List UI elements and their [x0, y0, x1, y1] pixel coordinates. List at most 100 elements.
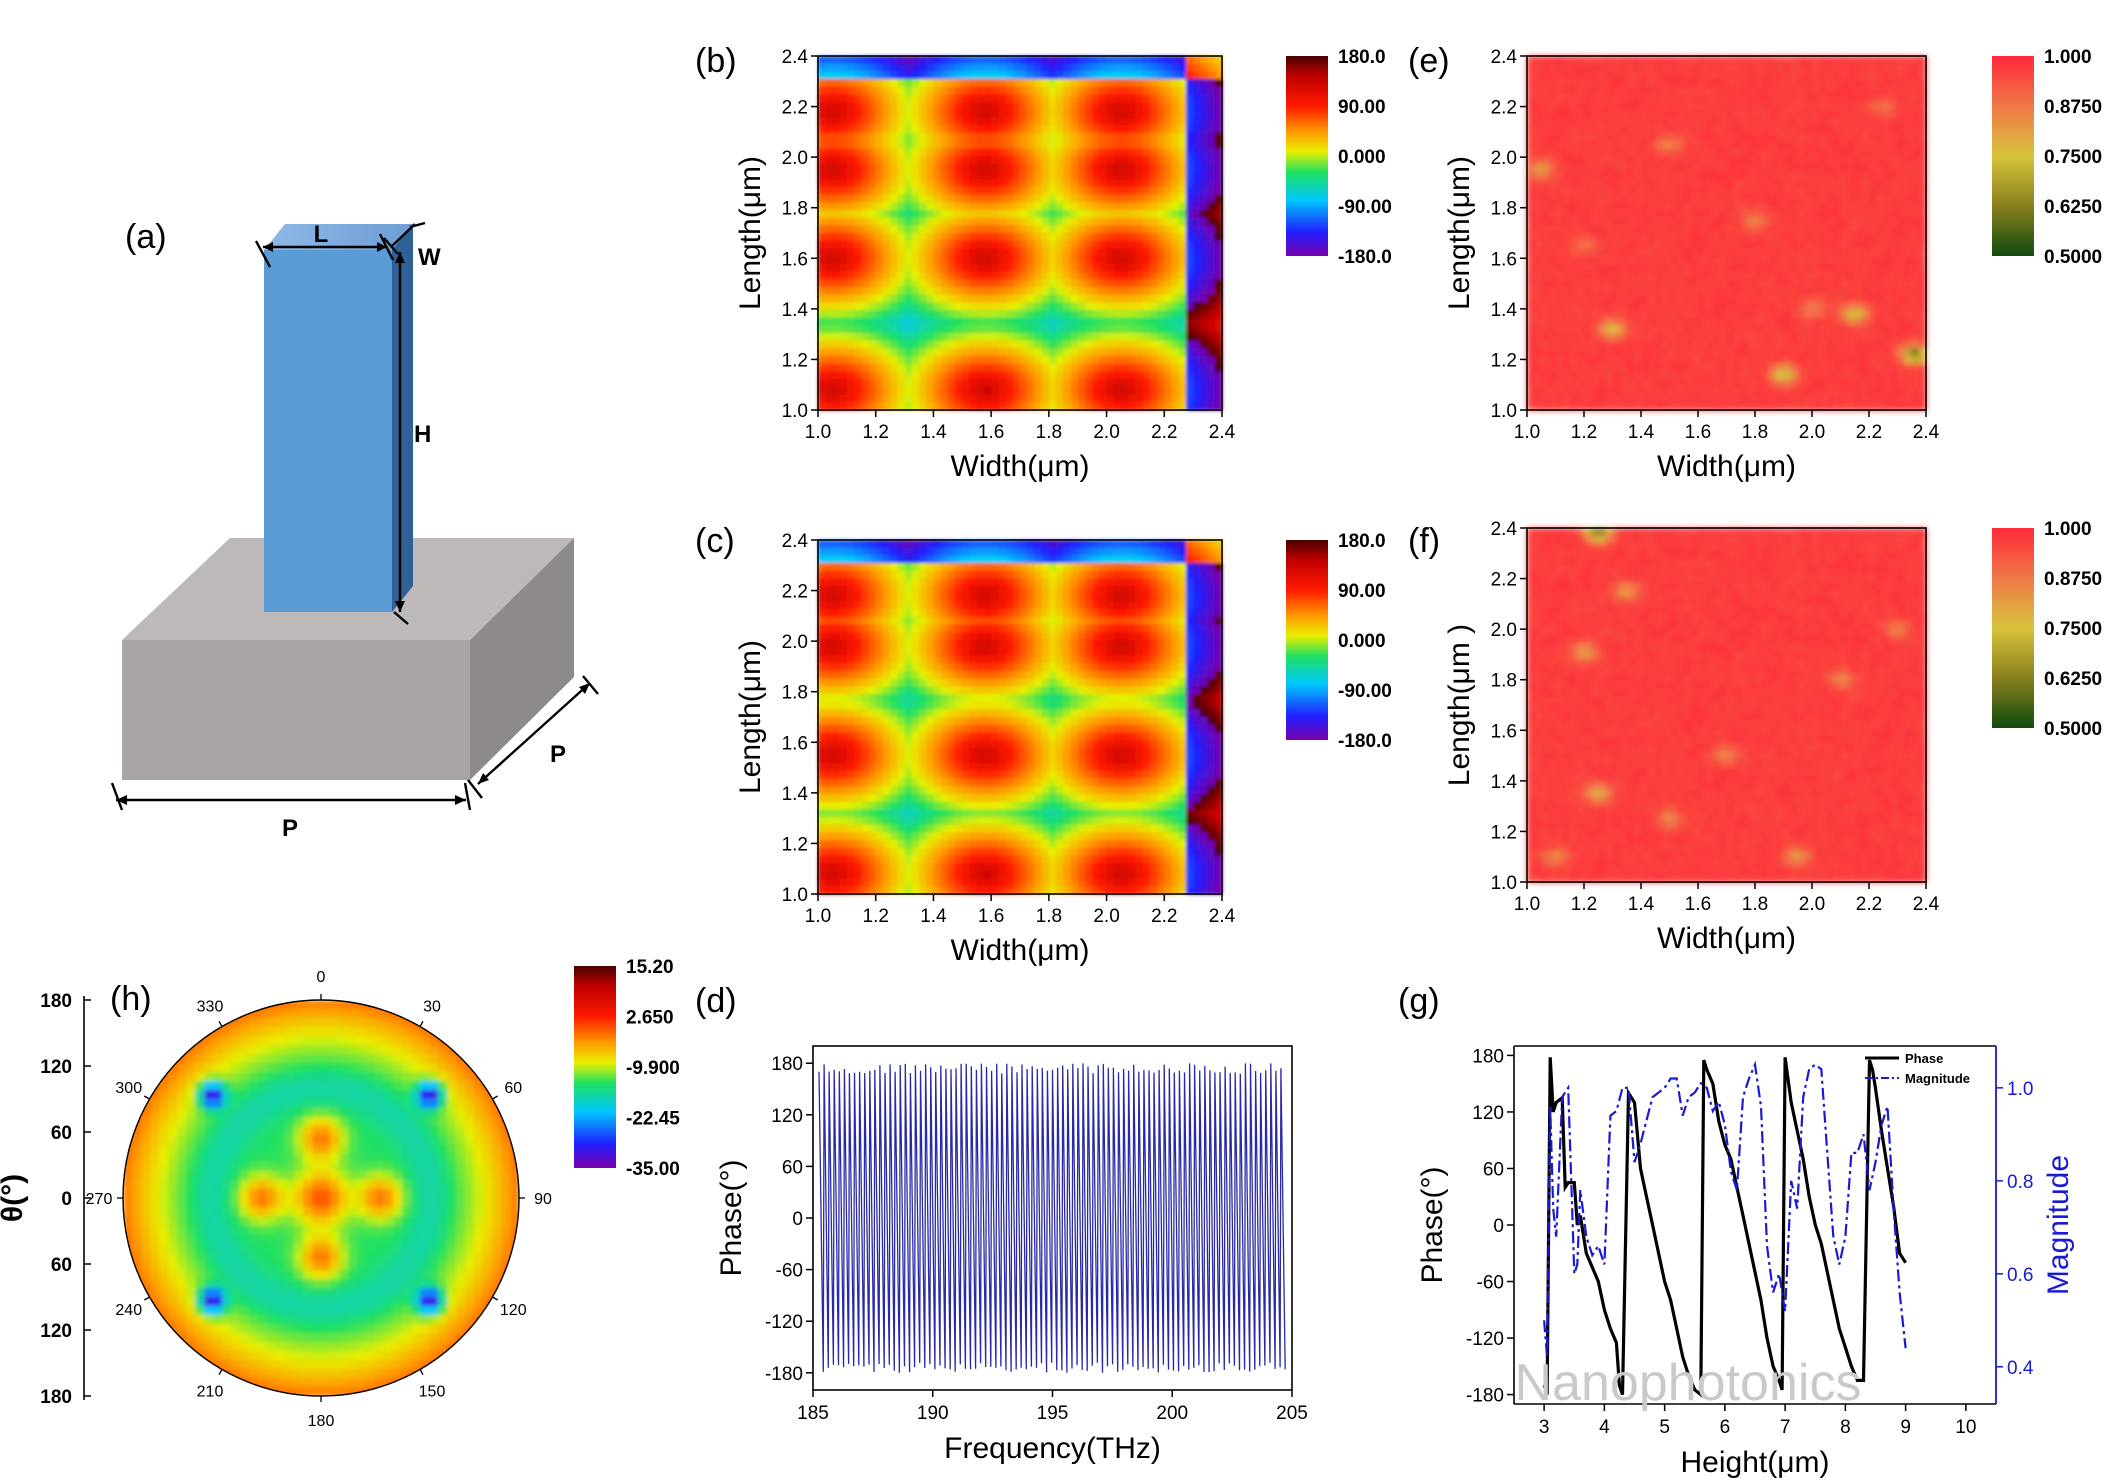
b-heatmap-cell	[1121, 140, 1129, 149]
b-heatmap-cell	[1027, 394, 1036, 403]
c-heatmap-cell	[1048, 855, 1057, 864]
c-heatmap-cell	[1092, 609, 1100, 618]
b-heatmap-cell	[1128, 163, 1137, 173]
c-heatmap-cell	[962, 732, 971, 741]
b-heatmap-cell	[933, 248, 942, 257]
b-heatmap-cell	[1185, 186, 1194, 196]
c-heatmap-cell	[976, 547, 985, 556]
b-heatmap-cell	[854, 109, 862, 119]
b-heatmap-cell	[933, 109, 942, 119]
b-heatmap-cell	[1084, 317, 1093, 326]
b-heatmap-cell	[904, 256, 913, 265]
c-heatmap-cell	[976, 701, 985, 710]
b-heatmap-cell	[962, 156, 971, 165]
c-heatmap-cell	[1041, 670, 1050, 680]
c-heatmap-cell	[1099, 578, 1108, 587]
b-heatmap-cell	[1012, 333, 1021, 342]
b-heatmap-cell	[861, 371, 870, 380]
b-heatmap-cell	[825, 379, 834, 388]
c-heatmap-cell	[897, 801, 906, 810]
b-heatmap-cell	[1041, 394, 1050, 403]
b-heatmap-cell	[882, 179, 891, 188]
c-heatmap-cell	[1070, 578, 1079, 587]
c-heatmap-cell	[1027, 840, 1036, 849]
b-heatmap-cell	[1200, 202, 1209, 211]
c-heatmap-cell	[1171, 540, 1180, 549]
b-heatmap-cell	[818, 194, 826, 203]
c-heatmap-cell	[1077, 640, 1086, 649]
c-heatmap-cell	[1041, 724, 1050, 733]
c-heatmap-cell	[1084, 886, 1093, 895]
b-heatmap-cell	[1077, 356, 1086, 365]
b-heatmap-cell	[969, 348, 978, 357]
c-heatmap-cell	[846, 663, 855, 672]
b-heatmap-cell	[861, 363, 870, 373]
c-heatmap-cell	[1084, 586, 1093, 595]
c-heatmap-cell	[1157, 870, 1165, 880]
c-heatmap-cell	[1084, 740, 1093, 749]
b-heatmap-cell	[962, 386, 971, 396]
b-heatmap-cell	[1106, 317, 1115, 326]
b-heatmap-cell	[890, 102, 898, 111]
b-heatmap-cell	[875, 256, 884, 265]
b-heatmap-cell	[861, 86, 870, 96]
b-heatmap-cell	[1034, 240, 1043, 249]
c-heatmap-cell	[983, 793, 992, 803]
b-heatmap-cell	[983, 348, 992, 357]
c-heatmap-cell	[1070, 809, 1079, 818]
b-heatmap-cell	[926, 333, 935, 342]
b-heatmap-cell	[1005, 263, 1014, 273]
c-heatmap-cell	[1077, 740, 1086, 749]
b-heatmap-cell	[1193, 233, 1201, 242]
c-heatmap-cell	[962, 724, 971, 733]
c-heatmap-cell	[947, 586, 956, 595]
c-heatmap-cell	[983, 770, 992, 780]
b-heatmap-cell	[969, 163, 978, 173]
c-heatmap-cell	[890, 701, 898, 710]
b-heatmap-cell	[1099, 202, 1108, 211]
c-heatmap-cell	[933, 586, 942, 595]
b-heatmap-cell	[825, 194, 834, 203]
b-heatmap-cell	[1121, 248, 1129, 257]
c-heatmap-cell	[1020, 593, 1028, 603]
c-heatmap-cell	[1034, 640, 1043, 649]
c-heatmap-cell	[904, 709, 913, 718]
b-heatmap-cell	[882, 263, 891, 273]
b-heatmap-cell	[1063, 379, 1072, 388]
b-heatmap-cell	[1171, 132, 1180, 142]
b-heatmap-cell	[861, 294, 870, 303]
b-heatmap-cell	[1048, 56, 1057, 65]
c-heatmap-cell	[1041, 786, 1050, 795]
b-heatmap-cell	[1149, 286, 1158, 296]
c-heatmap-cell	[882, 701, 891, 710]
b-heatmap-cell	[846, 386, 855, 396]
b-heatmap-cell	[962, 340, 971, 350]
c-heatmap-cell	[832, 801, 841, 810]
b-heatmap-cell	[1048, 148, 1057, 157]
b-heatmap-cell	[1142, 348, 1151, 357]
c-heatmap-cell	[976, 624, 985, 633]
b-heatmap-cell	[969, 248, 978, 257]
b-heatmap-cell	[1128, 194, 1137, 203]
c-heatmap-cell	[1063, 724, 1072, 733]
c-heatmap-cell	[897, 632, 906, 641]
c-heatmap-cell	[1099, 847, 1108, 857]
b-heatmap-cell	[1185, 117, 1194, 126]
c-heatmap-cell	[983, 655, 992, 664]
c-heatmap-cell	[854, 793, 862, 803]
b-heatmap-cell	[1106, 363, 1115, 373]
b-heatmap-cell	[976, 209, 985, 219]
c-heatmap-cell	[1178, 593, 1187, 603]
b-heatmap-cell	[1056, 279, 1064, 288]
b-heatmap-cell	[897, 186, 906, 196]
c-heatmap-cell	[1149, 601, 1158, 610]
b-heatmap-cell	[1193, 194, 1201, 203]
b-heatmap-cell	[1149, 132, 1158, 142]
b-heatmap-cell	[1200, 225, 1209, 234]
c-heatmap-cell	[919, 740, 927, 749]
c-heatmap-cell	[1048, 755, 1057, 764]
b-heatmap-cell	[1207, 209, 1216, 219]
b-heatmap-cell	[904, 379, 913, 388]
c-heatmap-cell	[882, 563, 891, 572]
c-heatmap-cell	[911, 678, 920, 687]
